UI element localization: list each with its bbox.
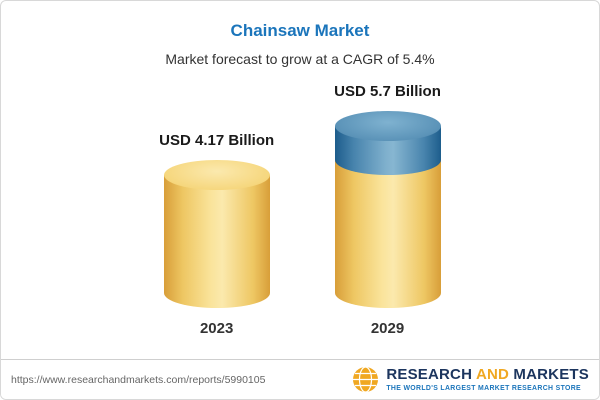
logo-word-markets: MARKETS	[513, 366, 589, 384]
logo-word-research: RESEARCH	[386, 366, 473, 384]
cylinder-bar-chart: USD 4.17 Billion 2023 USD 5.7 Billion 20…	[1, 69, 599, 337]
source-url: https://www.researchandmarkets.com/repor…	[11, 373, 266, 386]
value-label-2023: USD 4.17 Billion	[159, 131, 275, 149]
chart-title: Chainsaw Market	[230, 21, 370, 40]
logo-tagline: THE WORLD'S LARGEST MARKET RESEARCH STOR…	[386, 384, 581, 392]
bar-group-2029: USD 5.7 Billion 2029	[334, 83, 441, 337]
footer: https://www.researchandmarkets.com/repor…	[1, 359, 599, 399]
year-label-2029: 2029	[370, 320, 405, 337]
bar-group-2023: USD 4.17 Billion 2023	[159, 132, 274, 337]
chart-header: Chainsaw Market Market forecast to grow …	[1, 1, 599, 67]
logo-text: RESEARCH AND MARKETS THE WORLD'S LARGEST…	[386, 366, 589, 392]
value-label-2029: USD 5.7 Billion	[334, 82, 441, 100]
year-label-2023: 2023	[199, 320, 234, 337]
cylinder-2029	[334, 110, 441, 308]
cylinder-2023	[163, 159, 270, 308]
cylinder-2029-growth-segment	[334, 110, 441, 175]
globe-icon	[353, 366, 379, 393]
logo-word-and: AND	[475, 366, 510, 384]
logo-name: RESEARCH AND MARKETS	[386, 366, 589, 383]
chart-subtitle: Market forecast to grow at a CAGR of 5.4…	[165, 51, 435, 67]
researchandmarkets-logo: RESEARCH AND MARKETS THE WORLD'S LARGEST…	[352, 366, 589, 393]
